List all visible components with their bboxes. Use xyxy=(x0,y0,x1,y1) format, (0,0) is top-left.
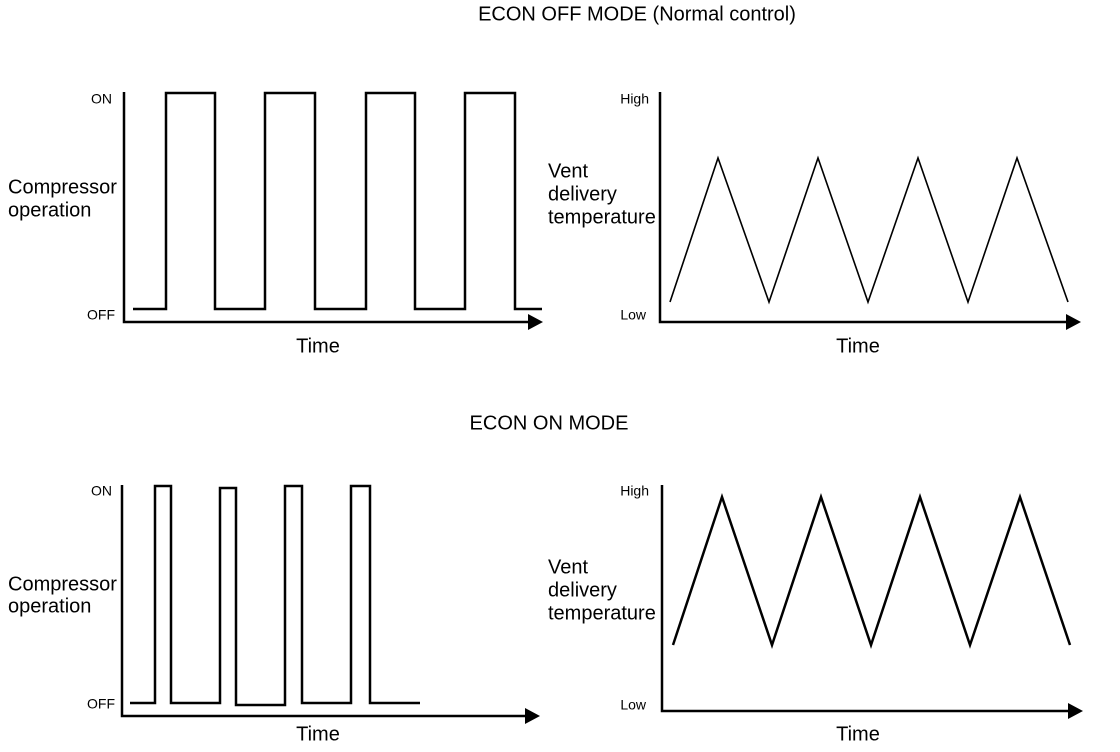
axis-label: delivery xyxy=(548,183,617,205)
temperature-wave xyxy=(671,493,1072,649)
axes xyxy=(120,485,528,718)
bottom-label: OFF xyxy=(87,696,115,712)
arrow xyxy=(1066,314,1081,330)
bottom-label: Low xyxy=(620,697,647,713)
section-title: ECON OFF MODE (Normal control) xyxy=(478,3,796,25)
axis-label: Compressor xyxy=(8,176,117,198)
top-label: ON xyxy=(91,483,112,499)
section-title: ECON ON MODE xyxy=(470,412,629,434)
axis-label: temperature xyxy=(548,602,656,624)
x-label: Time xyxy=(836,335,880,357)
x-label: Time xyxy=(296,335,340,357)
top-label: ON xyxy=(91,91,112,107)
top-label: High xyxy=(620,91,649,107)
axis-label: Compressor xyxy=(8,573,117,595)
bottom-label: OFF xyxy=(87,307,115,323)
axis-label: temperature xyxy=(548,206,656,228)
compressor-wave xyxy=(130,484,420,707)
x-label: Time xyxy=(836,723,880,745)
axis-label: Vent xyxy=(548,160,588,182)
top-label: High xyxy=(620,483,649,499)
axis-label: Vent xyxy=(548,556,588,578)
axes xyxy=(660,485,1070,713)
axes xyxy=(658,92,1068,324)
arrow xyxy=(1068,703,1083,719)
axis-label: operation xyxy=(8,595,91,617)
arrow xyxy=(528,314,543,330)
compressor-wave xyxy=(133,91,542,311)
axes xyxy=(122,92,530,324)
axis-label: delivery xyxy=(548,579,617,601)
axis-label: operation xyxy=(8,199,91,221)
x-label: Time xyxy=(296,723,340,745)
temperature-wave xyxy=(669,155,1069,305)
bottom-label: Low xyxy=(620,307,647,323)
arrow xyxy=(525,708,540,724)
